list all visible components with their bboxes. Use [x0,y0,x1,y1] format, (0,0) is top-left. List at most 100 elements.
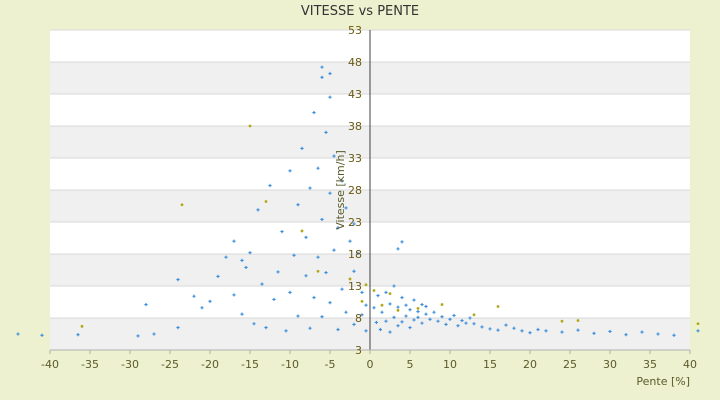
data-point [412,318,416,322]
data-point [200,306,204,310]
y-axis-label: Vitesse [km/h] [334,150,347,230]
data-point [344,310,348,314]
data-point [464,321,468,325]
data-point [696,329,700,333]
data-point [340,179,344,183]
x-tick-label: -10 [281,358,299,371]
data-point [324,130,328,134]
chart-title: VITESSE vs PENTE [301,4,419,19]
data-point [536,327,540,332]
data-point [372,306,376,310]
data-point [320,217,324,222]
x-tick-label: 30 [603,358,617,371]
data-point [360,299,364,303]
data-point [208,299,212,303]
data-point [248,124,252,128]
data-point [240,312,244,316]
data-point [608,329,612,334]
data-point [300,229,304,233]
y-tick-label: 23 [348,216,362,229]
x-tick-label: 5 [407,358,414,371]
y-tick-label: 18 [348,248,362,261]
data-point [144,302,148,307]
data-point [344,206,348,210]
data-point [672,333,676,337]
data-point [512,326,516,330]
data-point [320,75,324,79]
data-point [316,255,320,259]
data-point [488,327,492,331]
data-point [332,248,336,252]
data-point [276,270,280,274]
x-tick-label: -25 [161,358,179,371]
data-point [320,315,324,319]
data-point [232,293,236,297]
data-point [504,323,508,327]
data-point [328,95,332,99]
x-tick-label: 40 [683,358,697,371]
data-point [320,65,324,69]
data-point [472,322,476,326]
data-point [424,312,428,316]
data-point [624,333,628,337]
data-point [240,258,244,262]
data-point [440,303,444,306]
data-point [560,319,564,323]
data-point [224,255,228,259]
data-point [336,327,340,332]
data-point [192,294,196,298]
y-tick-label: 33 [348,152,362,165]
data-point [378,327,382,332]
data-point [388,302,392,306]
data-point [308,326,312,330]
data-point [316,166,320,170]
data-point [396,305,400,309]
data-point [456,324,460,328]
data-point [384,290,388,294]
y-tick-label: 3 [355,344,362,357]
y-tick-label: 48 [348,56,362,69]
data-point [528,331,532,335]
data-point [384,319,388,323]
data-point [348,239,352,243]
data-point [372,289,376,292]
x-tick-label: 20 [523,358,537,371]
data-point [436,319,440,323]
data-point [576,328,580,332]
data-point [392,284,396,288]
data-point [300,146,304,150]
data-point [496,305,500,308]
data-point [308,186,312,190]
data-point [576,319,580,322]
data-point [404,303,408,307]
x-tick-label: -20 [201,358,219,371]
data-point [296,203,300,207]
data-point [272,297,276,302]
data-point [288,290,292,294]
y-tick-label: 43 [348,88,362,101]
data-point [376,294,380,298]
x-tick-label: -35 [81,358,99,371]
data-point [256,208,260,212]
data-point [40,333,44,337]
data-point [292,253,296,257]
x-tick-label: -15 [241,358,259,371]
data-point [352,322,356,326]
x-tick-label: 10 [443,358,457,371]
data-point [364,329,368,333]
data-point [468,316,472,320]
data-point [480,325,484,329]
data-point [360,313,364,317]
data-point [496,328,500,332]
data-point [388,330,392,334]
data-point [232,239,236,243]
data-point [400,320,404,324]
data-point [248,251,252,255]
data-points [16,65,700,338]
data-point [260,282,264,286]
data-point [452,313,456,318]
data-point [252,322,256,326]
data-point [340,287,344,291]
data-point [244,265,248,270]
y-tick-label: 53 [348,24,362,37]
